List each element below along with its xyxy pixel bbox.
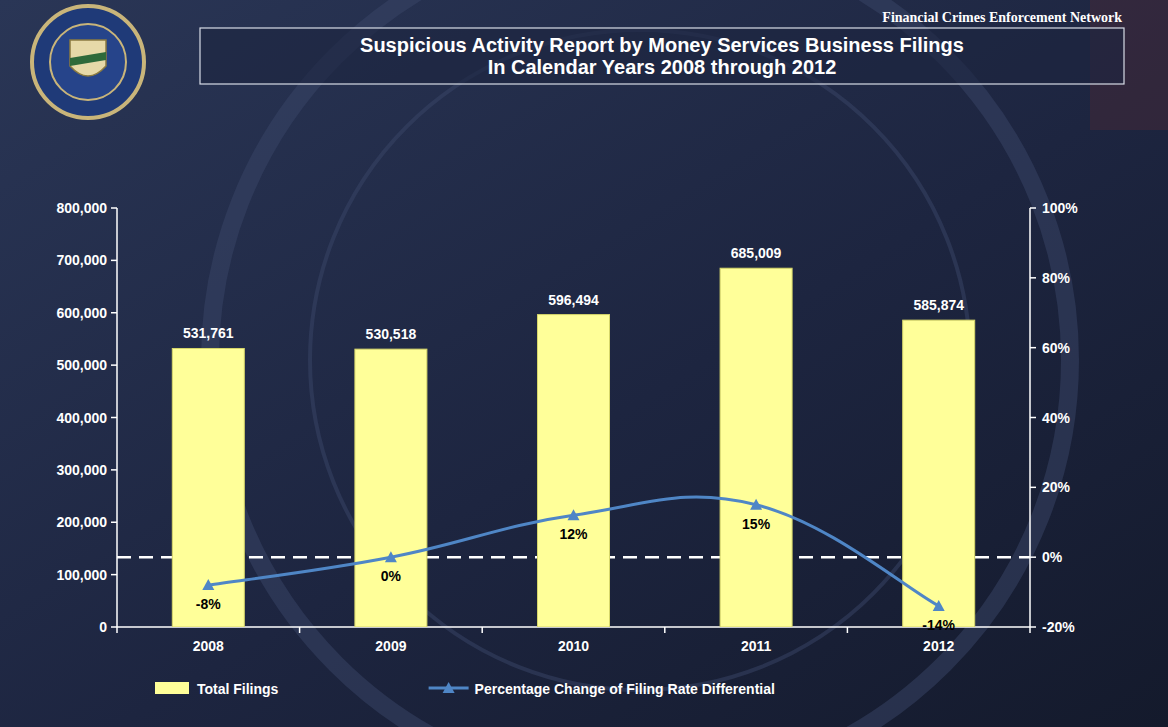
y2-tick [1030,207,1036,209]
bar-label: 530,518 [366,326,417,342]
title: In Calendar Years 2008 through 2012 [488,56,837,78]
line-label: 0% [381,568,402,584]
x-tick-label: 2012 [923,638,954,654]
y2-tick [1030,347,1036,349]
title-box [200,28,1124,84]
seal [50,24,126,100]
y-tick [111,626,117,628]
y2-tick-label: 100% [1042,200,1078,216]
watermark [310,30,970,690]
line [208,497,938,606]
y-tick [111,469,117,471]
bar-label: 585,874 [913,297,964,313]
line-label: -14% [922,617,955,633]
x-tick [1029,627,1031,633]
y2-tick-label: -20% [1042,619,1075,635]
y-tick-label: 700,000 [56,252,107,268]
legend-swatch [155,682,189,694]
y-tick-label: 300,000 [56,462,107,478]
y-tick [111,522,117,524]
line-marker [933,600,945,611]
bar [538,315,610,627]
legend-label: Percentage Change of Filing Rate Differe… [475,681,775,697]
bar [720,268,792,627]
y-tick [111,574,117,576]
line-label: -8% [196,596,221,612]
bar [903,320,975,627]
y-tick-label: 800,000 [56,200,107,216]
seal [32,6,144,118]
x-tick [116,627,118,633]
y-tick-label: 200,000 [56,514,107,530]
x-tick-label: 2011 [741,638,772,654]
y-tick [111,312,117,314]
labels: 531,761 530,518 596,494 685,009 585,874 -8% 0%… [183,245,964,633]
y-tick-label: 600,000 [56,305,107,321]
line-marker [750,499,762,510]
y2-tick-label: 0% [1042,549,1063,565]
bar-label: 531,761 [183,325,234,341]
y2-tick-label: 80% [1042,270,1071,286]
x-tick-label: 2010 [558,638,589,654]
y-tick [111,417,117,419]
line-label: 15% [742,516,771,532]
y2-tick [1030,487,1036,489]
y-tick-label: 0 [99,619,107,635]
bar [172,348,244,627]
line-label: 12% [559,526,588,542]
x-tick [847,627,849,633]
x-tick-label: 2008 [193,638,224,654]
seal-shield [70,40,106,76]
watermark [210,0,1070,727]
y-tick-label: 400,000 [56,410,107,426]
line-marker [443,682,455,693]
marks [172,268,974,627]
chart: Financial Crimes Enforcement Network Susp… [0,0,1168,727]
y-tick [111,364,117,366]
y2-tick [1030,556,1036,558]
bar [355,349,427,627]
legend-label: Total Filings [197,681,279,697]
line-marker [385,551,397,562]
line-marker [568,509,580,520]
y-tick-label: 100,000 [56,567,107,583]
y2-tick [1030,626,1036,628]
bar-label: 685,009 [731,245,782,261]
y2-tick-label: 40% [1042,410,1071,426]
x-tick [481,627,483,633]
y2-tick-label: 20% [1042,479,1071,495]
y2-tick [1030,277,1036,279]
line-marker [202,579,214,590]
x-tick [664,627,666,633]
seal-shield [70,52,106,66]
y2-tick [1030,417,1036,419]
y2-tick-label: 60% [1042,340,1071,356]
y-tick [111,207,117,209]
title: Suspicious Activity Report by Money Serv… [360,34,964,56]
y-tick-label: 500,000 [56,357,107,373]
legend: Total Filings Percentage Change of Filing… [155,681,775,697]
x-tick [299,627,301,633]
x-tick-label: 2009 [375,638,406,654]
subtitle: Financial Crimes Enforcement Network [882,10,1122,25]
bar-label: 596,494 [548,292,599,308]
y-tick [111,260,117,262]
